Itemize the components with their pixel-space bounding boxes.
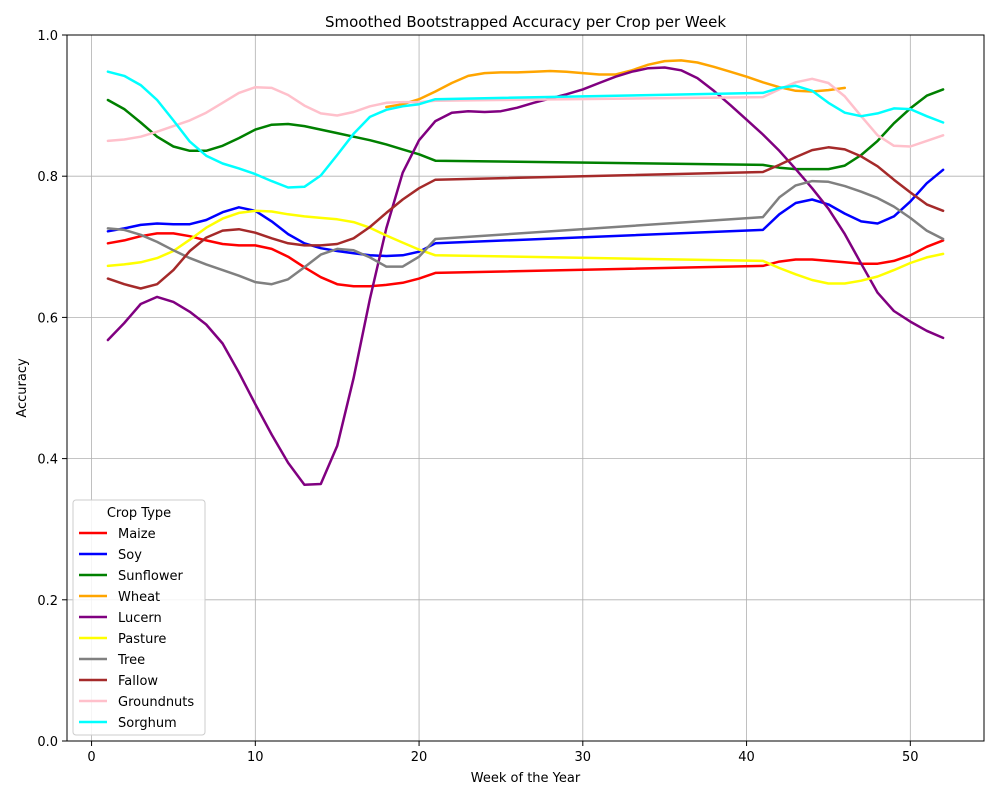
x-axis: 0 10 20 30 40 50: [87, 741, 919, 765]
y-tick-label: 0.4: [37, 453, 58, 468]
legend-item-tree: Tree: [79, 653, 145, 668]
legend-item-maize: Maize: [79, 527, 156, 542]
y-tick-label: 0.2: [37, 594, 58, 609]
legend-label: Sunflower: [118, 569, 184, 584]
series-line-tree: [106, 179, 945, 286]
x-tick-label: 10: [247, 750, 264, 765]
x-tick-label: 20: [411, 750, 428, 765]
series-line-maize: [106, 232, 945, 288]
legend: Crop Type Maize Soy Sunflower Wheat Lucern Pa…: [72, 499, 206, 736]
x-axis-title: Week of the Year: [471, 771, 581, 786]
y-axis: 0.0 0.2 0.4 0.6 0.8 1.0: [37, 29, 67, 750]
y-tick-label: 1.0: [37, 29, 58, 44]
y-tick-label: 0.8: [37, 170, 58, 185]
legend-label: Lucern: [118, 611, 162, 626]
series-lines: [106, 59, 945, 486]
series-line-lucern: [106, 66, 945, 486]
plot-frame: [66, 34, 985, 742]
legend-label: Groundnuts: [118, 695, 194, 710]
series-line-groundnuts: [106, 77, 945, 148]
legend-item-sorghum: Sorghum: [79, 716, 177, 731]
legend-label: Soy: [118, 548, 142, 563]
chart-title: Smoothed Bootstrapped Accuracy per Crop …: [325, 13, 726, 31]
x-tick-label: 50: [902, 750, 919, 765]
legend-label: Sorghum: [118, 716, 177, 731]
legend-item-groundnuts: Groundnuts: [79, 695, 194, 710]
legend-item-sunflower: Sunflower: [79, 569, 184, 584]
series-line-soy: [106, 168, 945, 258]
legend-label: Tree: [117, 653, 145, 668]
legend-label: Pasture: [118, 632, 166, 647]
x-tick-label: 0: [87, 750, 95, 765]
legend-label: Wheat: [118, 590, 160, 605]
legend-label: Fallow: [118, 674, 158, 689]
y-axis-title: Accuracy: [15, 358, 30, 418]
series-line-fallow: [106, 146, 945, 290]
legend-item-wheat: Wheat: [79, 590, 160, 605]
series-line-sorghum: [106, 70, 945, 189]
legend-item-pasture: Pasture: [79, 632, 166, 647]
legend-item-lucern: Lucern: [79, 611, 162, 626]
y-tick-label: 0.6: [37, 311, 58, 326]
y-tick-label: 0.0: [37, 735, 58, 750]
legend-box: [72, 499, 206, 736]
x-tick-label: 30: [575, 750, 592, 765]
legend-items: Maize Soy Sunflower Wheat Lucern Pasture Tree F…: [79, 527, 194, 731]
x-tick-label: 40: [738, 750, 755, 765]
grid: [67, 34, 984, 742]
legend-item-soy: Soy: [79, 548, 142, 563]
series-line-wheat: [385, 59, 847, 109]
legend-label: Maize: [118, 527, 156, 542]
series-line-sunflower: [106, 88, 945, 171]
legend-item-fallow: Fallow: [79, 674, 158, 689]
legend-title: Crop Type: [107, 506, 171, 521]
